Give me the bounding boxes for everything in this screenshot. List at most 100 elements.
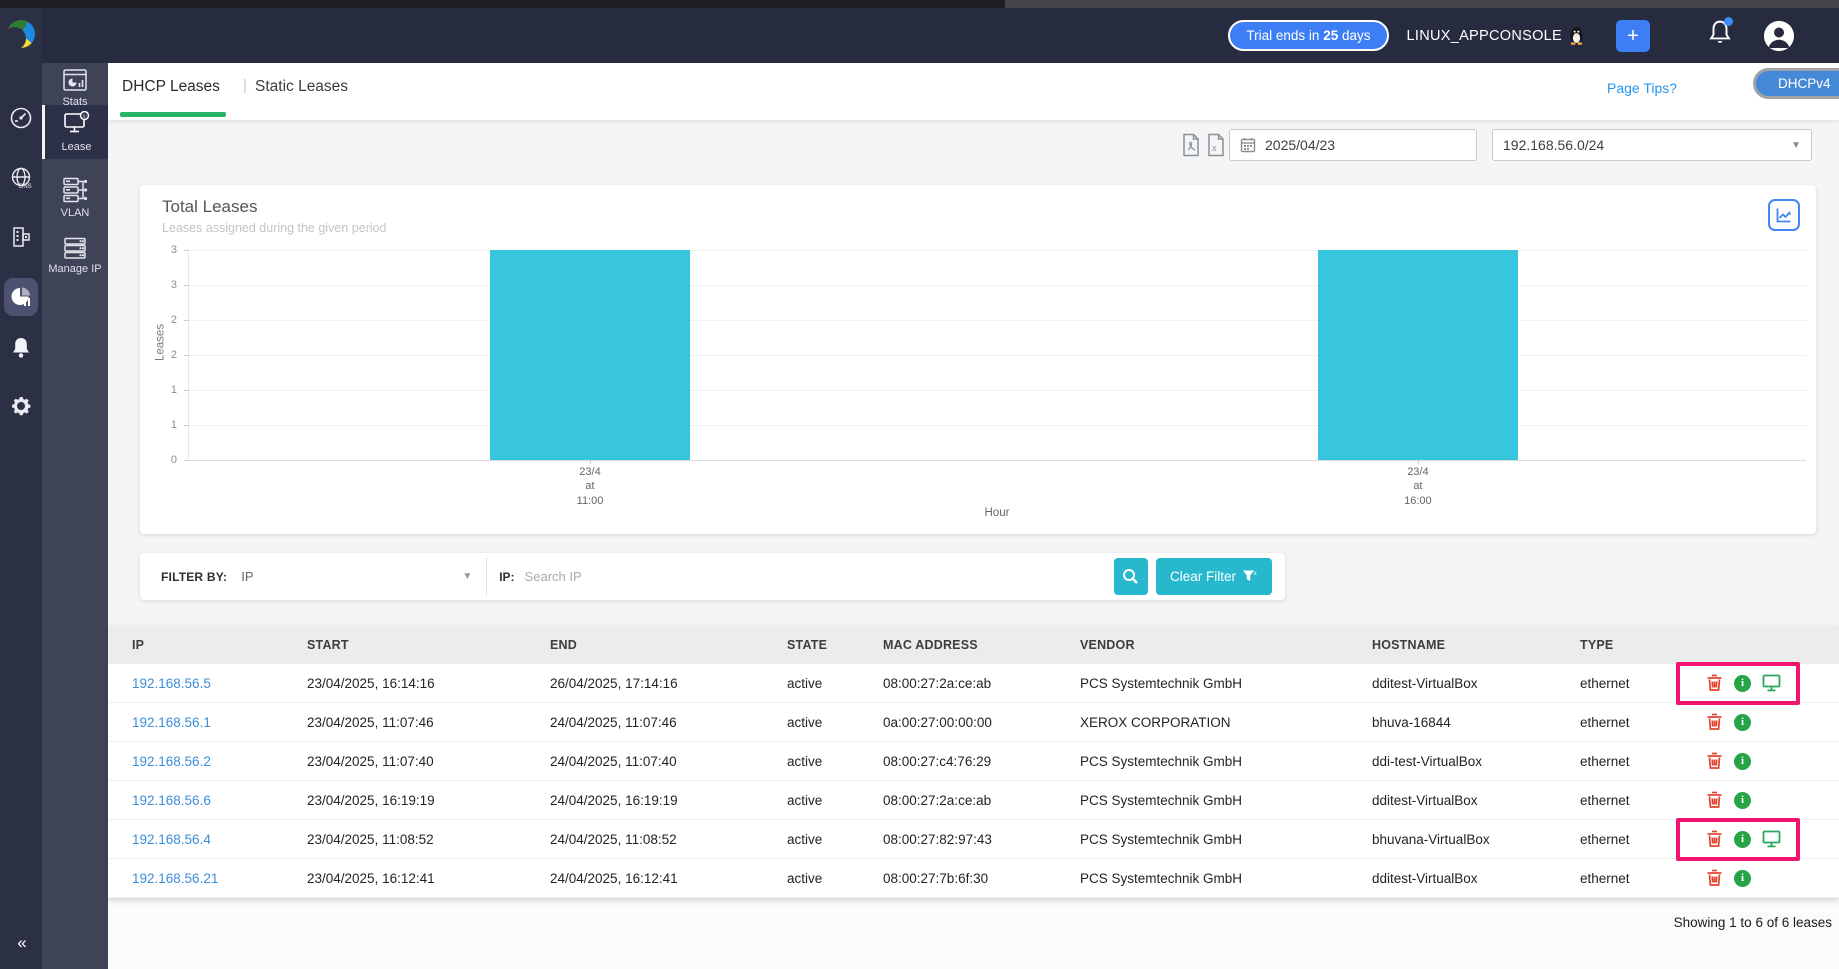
row-actions: i xyxy=(1693,791,1839,809)
lease-end: 26/04/2025, 17:14:16 xyxy=(550,675,678,691)
x-tick-label: 23/4 at 16:00 xyxy=(1404,466,1432,507)
column-header: IP xyxy=(132,637,145,652)
add-button[interactable]: + xyxy=(1616,19,1650,52)
app-logo[interactable] xyxy=(3,20,35,50)
tab-divider: | xyxy=(243,77,247,94)
table-row: 192.168.56.6 23/04/2025, 16:19:19 24/04/… xyxy=(108,781,1839,820)
lease-ip-link[interactable]: 192.168.56.1 xyxy=(132,714,211,730)
sidebar-item-dns[interactable]: DNS xyxy=(0,166,42,190)
main-content: DHCP Leases | Static Leases Page Tips? D… xyxy=(108,63,1839,969)
lease-ip-link[interactable]: 192.168.56.4 xyxy=(132,831,211,847)
delete-lease-icon[interactable] xyxy=(1706,713,1723,731)
lease-ip-link[interactable]: 192.168.56.2 xyxy=(132,753,211,769)
user-avatar[interactable] xyxy=(1764,20,1794,51)
table-row: 192.168.56.21 23/04/2025, 16:12:41 24/04… xyxy=(108,859,1839,898)
pdf-file-icon xyxy=(1183,133,1199,157)
stats-icon xyxy=(63,69,87,91)
lease-type: ethernet xyxy=(1580,675,1630,691)
lease-start: 23/04/2025, 11:08:52 xyxy=(307,831,434,847)
date-picker[interactable]: 2025/04/23 xyxy=(1229,129,1477,161)
table-header-row: IP START END STATE MAC ADDRESS VENDOR HOSTNAME… xyxy=(108,625,1839,664)
date-value: 2025/04/23 xyxy=(1265,137,1336,153)
lease-icon: i xyxy=(63,111,89,133)
chart-subtitle: Leases assigned during the given period xyxy=(162,221,387,235)
sidebar-item-organization[interactable] xyxy=(0,226,42,248)
remote-desktop-icon[interactable] xyxy=(1762,674,1781,692)
sidebar-item-lease-active[interactable]: i Lease xyxy=(42,105,108,159)
lease-ip-link[interactable]: 192.168.56.6 xyxy=(132,792,211,808)
y-tick-mark xyxy=(184,425,189,426)
dhcp-sidebar: Stats i Lease VLAN Manage IP xyxy=(42,63,108,969)
bell-icon xyxy=(13,338,29,358)
svg-text:i: i xyxy=(83,114,85,120)
total-leases-card: Total Leases Leases assigned during the … xyxy=(140,185,1816,534)
export-excel-button[interactable]: x xyxy=(1206,133,1226,162)
row-actions: i xyxy=(1693,713,1839,731)
lease-vendor: PCS Systemtechnik GmbH xyxy=(1080,675,1243,691)
search-button[interactable] xyxy=(1113,558,1148,595)
lease-hostname: dditest-VirtualBox xyxy=(1372,675,1478,691)
sidebar-item-dashboard[interactable] xyxy=(0,106,42,130)
lease-mac: 08:00:27:7b:6f:30 xyxy=(883,870,989,886)
lease-start: 23/04/2025, 11:07:40 xyxy=(307,753,434,769)
lease-info-icon[interactable]: i xyxy=(1734,869,1751,887)
y-axis-label: Leases xyxy=(154,323,167,361)
sidebar-collapse-button[interactable]: « xyxy=(17,933,26,952)
subnet-value: 192.168.56.0/24 xyxy=(1503,137,1605,153)
bar-23/4 at 16:00 xyxy=(1317,250,1518,460)
sidebar-item-notifications[interactable] xyxy=(0,336,42,359)
subnet-select[interactable]: 192.168.56.0/24 ▼ xyxy=(1492,129,1812,161)
lease-mac: 0a:00:27:00:00:00 xyxy=(883,714,992,730)
lease-mac: 08:00:27:2a:ce:ab xyxy=(883,675,992,691)
lease-info-icon[interactable]: i xyxy=(1734,752,1751,770)
page-tips-link[interactable]: Page Tips? xyxy=(1607,80,1678,96)
lease-info-icon[interactable]: i xyxy=(1734,830,1751,848)
export-pdf-button[interactable] xyxy=(1181,133,1201,162)
lease-info-icon[interactable]: i xyxy=(1734,674,1751,692)
gridline xyxy=(189,250,1806,251)
row-actions: i xyxy=(1693,674,1839,692)
lease-info-icon[interactable]: i xyxy=(1734,791,1751,809)
column-header: STATE xyxy=(787,637,828,652)
filter-field-select[interactable]: IP ▼ xyxy=(241,569,486,584)
sidebar-item-manage-ip[interactable]: Manage IP xyxy=(42,231,108,281)
lease-info-icon[interactable]: i xyxy=(1734,713,1751,731)
dhcp-version-badge[interactable]: DHCPv4 xyxy=(1753,68,1839,99)
lease-mac: 08:00:27:2a:ce:ab xyxy=(883,792,992,808)
chevron-down-icon: ▼ xyxy=(1791,139,1801,151)
row-actions: i xyxy=(1693,869,1839,887)
clear-filter-button[interactable]: Clear Filter x xyxy=(1155,558,1272,595)
lease-mac: 08:00:27:c4:76:29 xyxy=(883,753,992,769)
delete-lease-icon[interactable] xyxy=(1706,752,1723,770)
delete-lease-icon[interactable] xyxy=(1706,830,1723,848)
notifications-bell-button[interactable] xyxy=(1708,17,1733,51)
remote-desktop-icon[interactable] xyxy=(1762,830,1781,848)
y-tick-mark xyxy=(184,460,189,461)
chart-type-toggle-button[interactable] xyxy=(1768,199,1800,231)
y-tick-mark xyxy=(184,319,189,321)
column-header: END xyxy=(550,637,577,652)
table-row: 192.168.56.2 23/04/2025, 11:07:40 24/04/… xyxy=(108,742,1839,781)
lease-state: active xyxy=(787,753,823,769)
page-bottom-background xyxy=(108,905,1839,969)
delete-lease-icon[interactable] xyxy=(1706,674,1723,692)
lease-ip-link[interactable]: 192.168.56.5 xyxy=(132,675,211,691)
delete-lease-icon[interactable] xyxy=(1706,869,1723,887)
tab-dhcp-leases[interactable]: DHCP Leases xyxy=(122,78,220,95)
search-ip-input[interactable] xyxy=(524,569,1114,584)
org-building-icon xyxy=(13,227,30,247)
sidebar-item-vlan[interactable]: VLAN xyxy=(42,173,108,223)
x-tick-mark xyxy=(590,460,592,464)
trial-countdown-button[interactable]: Trial ends in 25 days xyxy=(1228,20,1389,51)
window-chrome-strip-dark xyxy=(0,0,1005,8)
tab-static-leases[interactable]: Static Leases xyxy=(255,78,349,95)
sidebar-item-ipam-active[interactable] xyxy=(4,278,38,316)
lease-state: active xyxy=(787,714,823,730)
sidebar-item-settings[interactable] xyxy=(0,394,42,418)
column-header: MAC ADDRESS xyxy=(883,637,978,652)
lease-ip-link[interactable]: 192.168.56.21 xyxy=(132,870,219,886)
delete-lease-icon[interactable] xyxy=(1706,791,1723,809)
lease-start: 23/04/2025, 16:14:16 xyxy=(307,675,435,691)
excel-file-icon: x xyxy=(1208,133,1224,157)
